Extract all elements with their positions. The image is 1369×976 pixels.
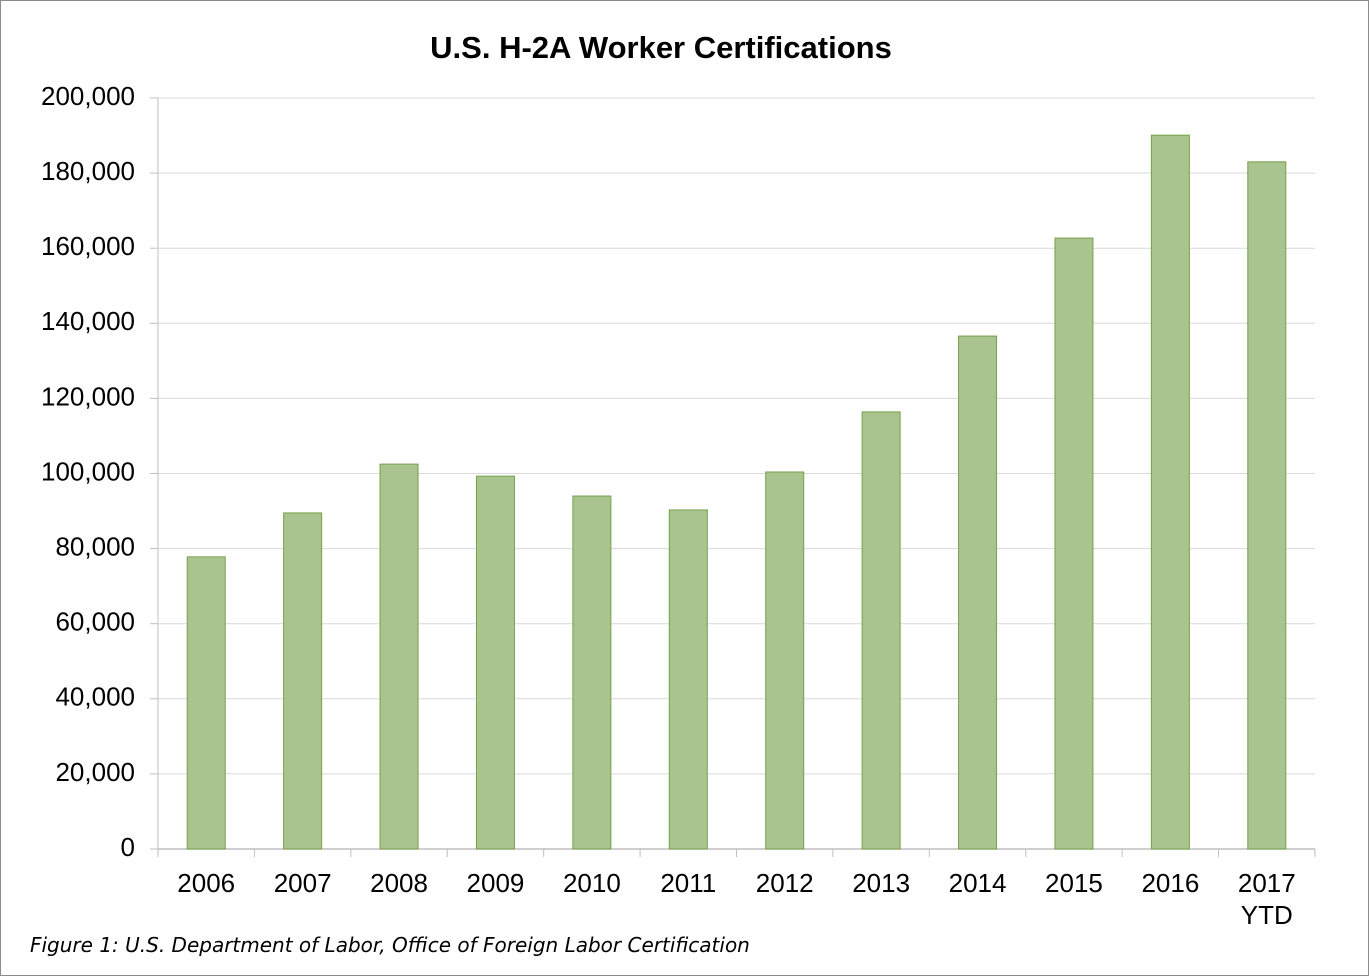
- bar: [861, 411, 901, 850]
- x-tick-label: 2008: [370, 868, 428, 898]
- x-tick-label: 2014: [948, 868, 1007, 898]
- x-tick-label: 2006: [177, 868, 236, 898]
- x-tick-label: 2012: [755, 868, 814, 898]
- y-tick-label: 20,000: [55, 757, 135, 787]
- bar: [475, 475, 515, 850]
- caption: Figure 1: U.S. Department of Labor, Offi…: [30, 933, 750, 957]
- bar: [958, 335, 998, 850]
- bar: [379, 463, 419, 850]
- y-tick-label: 140,000: [41, 306, 135, 336]
- y-tick-label: 60,000: [55, 607, 135, 637]
- y-tick-label: 160,000: [41, 231, 135, 261]
- x-tick-label: 2011: [660, 868, 717, 898]
- bar: [765, 471, 805, 850]
- bar: [1247, 161, 1287, 850]
- chart-title: U.S. H-2A Worker Certifications: [430, 30, 892, 65]
- bar: [1054, 237, 1094, 850]
- y-tick-label: 80,000: [55, 531, 135, 561]
- y-tick-label: 100,000: [41, 456, 135, 486]
- bar: [283, 512, 323, 850]
- x-tick-label: 2009: [466, 868, 525, 898]
- x-tick-label: 2017 YTD: [1237, 868, 1296, 930]
- x-tick-label: 2007: [273, 868, 332, 898]
- bar: [668, 509, 708, 850]
- x-tick-label: 2016: [1141, 868, 1200, 898]
- x-tick-label: 2013: [852, 868, 911, 898]
- y-tick-label: 40,000: [55, 682, 135, 712]
- y-tick-label: 0: [121, 832, 135, 862]
- y-tick-label: 180,000: [41, 156, 135, 186]
- bar: [186, 556, 226, 850]
- x-tick-label: 2010: [562, 868, 621, 898]
- y-tick-label: 120,000: [41, 381, 135, 411]
- y-tick-label: 200,000: [41, 81, 135, 111]
- bar: [572, 495, 612, 850]
- bar: [1150, 134, 1190, 850]
- x-tick-label: 2015: [1045, 868, 1103, 898]
